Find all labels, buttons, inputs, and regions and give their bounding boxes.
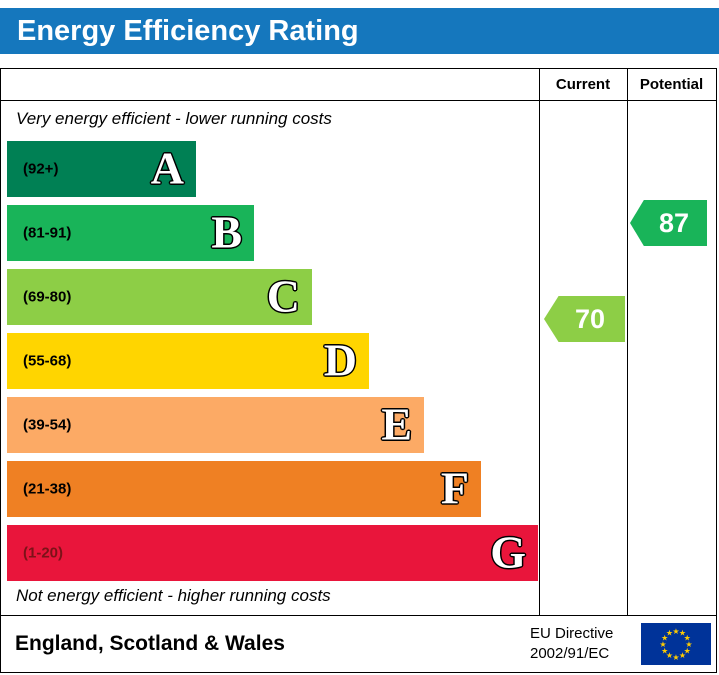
band-bar-e: (39-54) E — [7, 397, 424, 453]
band-letter-c: C — [266, 270, 300, 322]
band-bar-d: (55-68) D — [7, 333, 369, 389]
top-note: Very energy efficient - lower running co… — [16, 109, 332, 128]
band-range-b: (81-91) — [23, 224, 72, 242]
current-rating-arrow: 70 — [544, 296, 625, 342]
svg-text:★: ★ — [679, 651, 686, 660]
band-letter-g: G — [490, 526, 526, 578]
band-row-c: (69-80) C — [7, 269, 312, 325]
svg-text:★: ★ — [672, 627, 679, 636]
svg-text:★: ★ — [666, 629, 673, 638]
potential-column-header: Potential — [639, 76, 704, 93]
band-bar-g: (1-20) G — [7, 525, 538, 581]
band-row-e: (39-54) E — [7, 397, 424, 453]
band-bar-c: (69-80) C — [7, 269, 312, 325]
svg-text:★: ★ — [672, 653, 679, 662]
eu-directive-label: EU Directive 2002/91/EC — [530, 624, 613, 664]
column-header-row: Current Potential — [1, 69, 716, 101]
band-letter-f: F — [440, 462, 469, 514]
band-bar-a: (92+) A — [7, 141, 196, 197]
band-range-d: (55-68) — [23, 352, 72, 370]
chart-box: Current Potential Very energy efficient … — [0, 68, 717, 616]
band-bar-b: (81-91) B — [7, 205, 254, 261]
current-column-header: Current — [555, 76, 611, 93]
potential-rating-value: 87 — [658, 207, 690, 238]
band-letter-e: E — [381, 398, 412, 450]
eu-directive-line2: 2002/91/EC — [530, 645, 610, 662]
band-bar-f: (21-38) F — [7, 461, 481, 517]
band-letter-b: B — [211, 206, 242, 258]
current-column-divider — [539, 69, 540, 615]
svg-text:★: ★ — [685, 640, 692, 649]
svg-text:★: ★ — [666, 651, 673, 660]
band-row-a: (92+) A — [7, 141, 196, 197]
band-range-g: (1-20) — [23, 544, 64, 562]
band-letter-a: A — [150, 142, 184, 194]
bottom-note: Not energy efficient - higher running co… — [16, 586, 331, 605]
page-title: Energy Efficiency Rating — [17, 14, 359, 47]
band-letter-d: D — [323, 334, 357, 386]
svg-text:★: ★ — [661, 633, 668, 642]
band-row-d: (55-68) D — [7, 333, 369, 389]
eu-directive-line1: EU Directive — [530, 625, 614, 642]
current-rating-value: 70 — [574, 303, 606, 334]
svg-text:★: ★ — [679, 629, 686, 638]
band-range-c: (69-80) — [23, 288, 72, 306]
eu-flag-icon: ★ ★ ★ ★ ★ ★ ★ ★ ★ ★ ★ ★ — [641, 623, 711, 665]
band-row-g: (1-20) G — [7, 525, 538, 581]
footer-bar: England, Scotland & Wales EU Directive 2… — [0, 615, 717, 673]
region-label: England, Scotland & Wales — [15, 632, 285, 655]
svg-text:★: ★ — [661, 646, 668, 655]
svg-text:★: ★ — [684, 646, 691, 655]
svg-text:★: ★ — [684, 633, 691, 642]
band-row-b: (81-91) B — [7, 205, 254, 261]
potential-column-divider — [627, 69, 628, 615]
svg-text:★: ★ — [659, 640, 666, 649]
potential-rating-arrow: 87 — [630, 200, 707, 246]
band-range-a: (92+) — [23, 160, 59, 178]
band-range-f: (21-38) — [23, 480, 72, 498]
band-row-f: (21-38) F — [7, 461, 481, 517]
band-range-e: (39-54) — [23, 416, 72, 434]
title-bar: Energy Efficiency Rating — [0, 8, 719, 54]
